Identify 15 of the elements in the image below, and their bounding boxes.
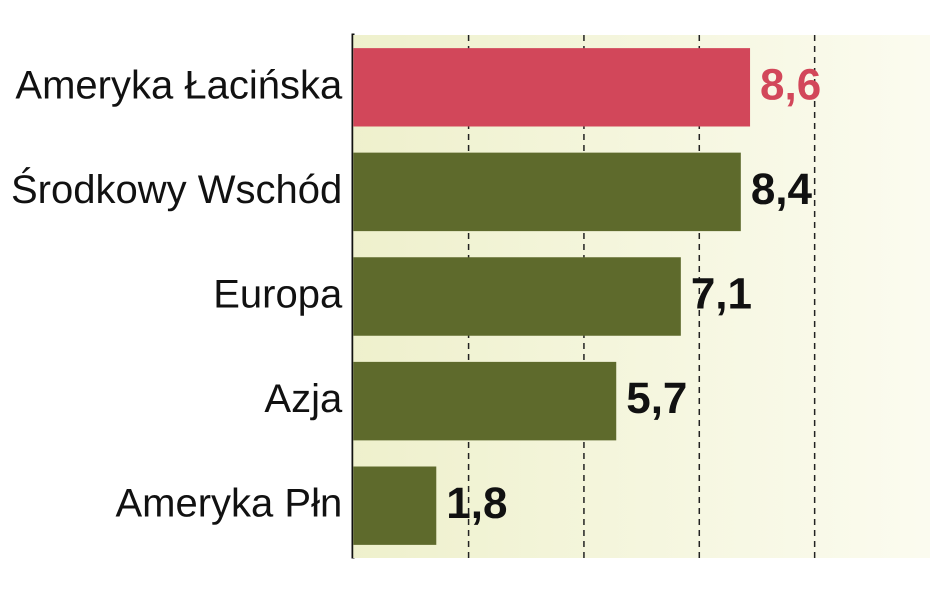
data-label: 1,8 — [446, 478, 508, 528]
y-tick-label: Azja — [264, 377, 343, 422]
y-tick-label: Środkowy Wschód — [10, 166, 342, 212]
bar — [353, 257, 681, 336]
y-tick-label: Ameryka Łacińska — [15, 63, 343, 108]
y-tick-label: Europa — [213, 272, 343, 317]
data-label: 8,6 — [760, 60, 822, 110]
bar — [353, 152, 741, 232]
y-tick-label: Ameryka Płn — [115, 482, 342, 526]
data-label: 8,4 — [750, 165, 813, 214]
data-label: 7,1 — [690, 270, 752, 319]
bar — [353, 466, 436, 545]
bar — [353, 362, 616, 440]
bar — [353, 48, 750, 127]
data-label: 5,7 — [626, 374, 688, 424]
